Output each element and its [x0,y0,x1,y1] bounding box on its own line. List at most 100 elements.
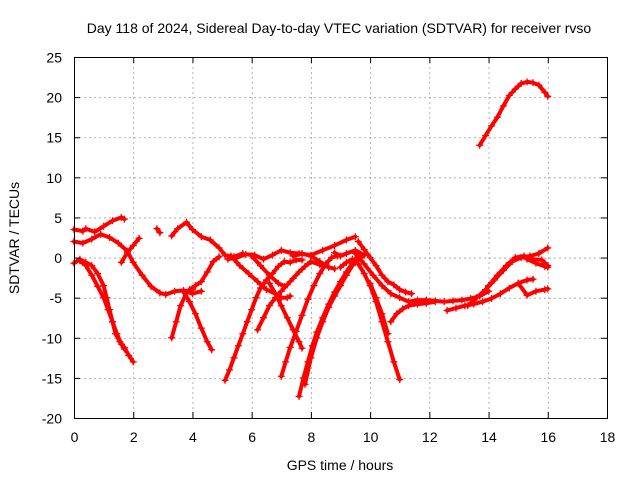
data-point-marker [120,215,128,223]
data-point-marker [265,302,273,310]
data-point-marker [88,262,96,270]
data-point-marker [413,300,421,308]
data-point-marker [100,222,108,230]
data-point-marker [286,343,294,351]
data-point-marker [262,286,270,294]
data-point-marker [387,318,395,326]
data-point-marker [252,294,260,302]
data-point-marker [378,271,386,279]
x-tick-label: 4 [189,429,197,445]
data-point-marker [544,285,552,293]
data-point-marker [289,274,297,282]
data-point-marker [168,232,176,240]
data-point-marker [91,228,99,236]
data-point-marker [108,217,116,225]
data-point-marker [254,326,262,334]
data-point-marker [248,306,256,314]
data-point-marker [308,342,316,350]
data-point-marker [396,294,404,302]
data-point-marker [301,262,309,270]
data-point-marker [260,314,268,322]
data-point-marker [351,233,359,241]
data-point-marker [535,250,543,258]
data-point-marker [283,314,291,322]
data-point-marker [378,318,386,326]
series-arc-25 [353,251,491,304]
series-arc-19 [303,253,367,387]
data-markers [70,78,552,400]
data-point-marker [260,255,268,263]
x-tick-label: 0 [71,429,79,445]
data-point-marker [396,375,404,383]
data-point-marker [286,292,294,300]
data-point-marker [257,262,265,270]
data-point-marker [402,288,410,296]
data-point-marker [479,298,487,306]
data-point-marker [153,225,161,233]
x-tick-label: 12 [422,429,438,445]
data-point-marker [156,229,164,237]
data-point-marker [529,79,537,87]
data-point-marker [319,246,327,254]
data-point-marker [337,252,344,260]
data-point-marker [180,288,188,296]
data-point-marker [135,234,143,242]
x-tick-label: 18 [600,429,616,445]
y-tick-label: -20 [42,411,62,427]
data-point-marker [508,258,516,266]
data-point-marker [100,294,108,302]
data-point-marker [384,278,392,286]
series-arc-4 [77,258,127,351]
data-point-marker [532,287,540,295]
data-point-marker [172,318,180,326]
data-point-marker [292,327,300,335]
data-point-marker [104,306,112,314]
data-point-marker [304,295,312,303]
data-point-marker [488,122,496,130]
data-point-marker [113,330,121,338]
data-point-marker [354,238,362,246]
data-point-marker [188,225,196,233]
series-arc-27 [388,299,438,324]
data-point-marker [94,282,102,290]
data-point-marker [295,338,303,346]
data-point-marker [286,258,294,266]
data-point-marker [79,239,87,247]
data-point-marker [106,234,114,241]
data-point-marker [476,141,484,149]
data-point-marker [544,92,552,100]
y-tick-label: 15 [46,130,62,146]
data-point-marker [277,294,285,302]
data-point-marker [396,286,404,294]
data-point-marker [307,354,315,362]
data-point-marker [277,246,285,254]
data-point-marker [372,262,380,270]
data-point-marker [482,132,490,140]
data-point-marker [523,276,531,284]
data-point-marker [316,261,324,269]
data-point-marker [325,263,333,271]
data-point-marker [493,271,501,279]
data-point-marker [197,278,205,286]
data-point-marker [94,270,102,278]
data-point-marker [307,258,315,266]
data-point-marker [523,291,531,299]
data-point-marker [452,304,460,312]
x-tick-label: 14 [481,429,497,445]
data-point-marker [493,113,501,121]
data-point-marker [206,236,214,244]
data-point-marker [298,250,306,258]
data-point-marker [257,284,265,292]
data-point-marker [328,254,336,262]
data-point-marker [197,233,205,241]
data-point-marker [129,358,137,366]
data-point-marker [360,270,368,278]
data-point-marker [517,79,525,87]
data-point-marker [384,338,392,346]
data-point-marker [473,294,481,302]
data-point-marker [384,330,392,338]
data-point-marker [185,286,193,294]
x-tick-label: 10 [363,429,379,445]
series-arc-1 [72,215,127,234]
series-arc-8 [169,287,195,340]
